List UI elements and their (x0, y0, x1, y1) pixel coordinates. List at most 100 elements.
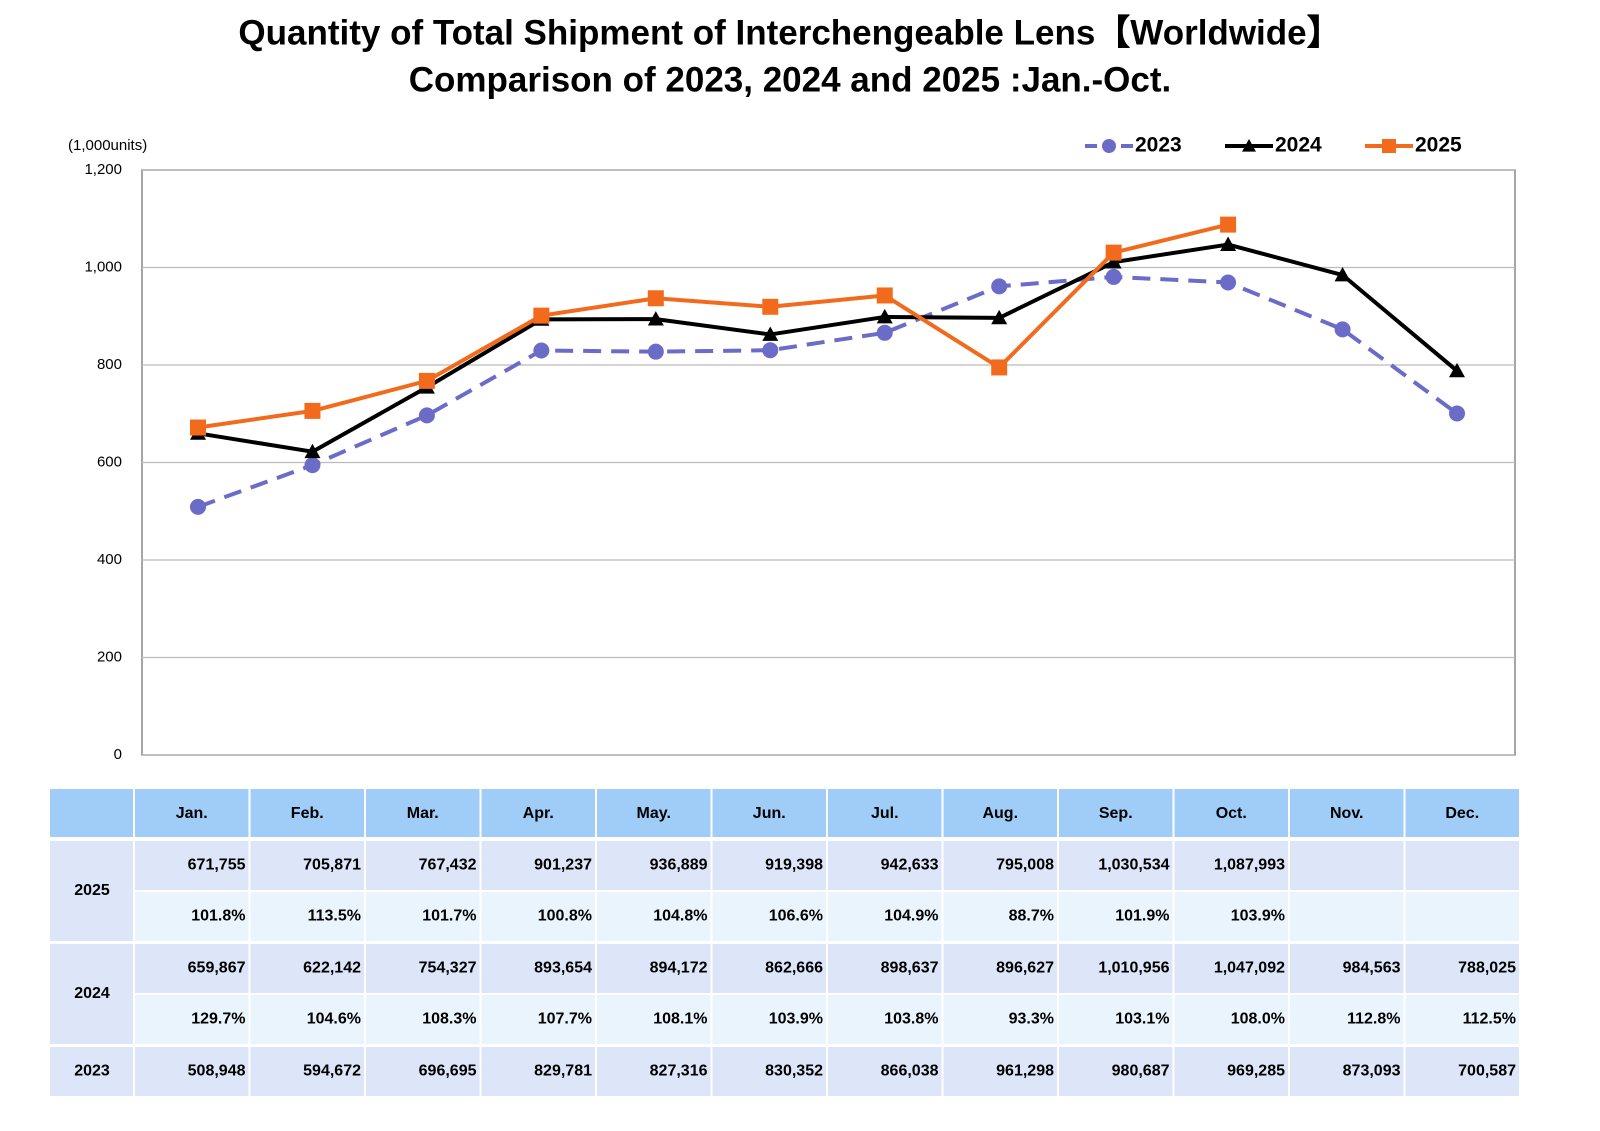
table-cell: 830,352 (765, 1063, 823, 1080)
table-cell: 113.5% (308, 908, 361, 925)
table-cell: 103.9% (1231, 908, 1285, 925)
data-point (1449, 362, 1465, 378)
data-point (647, 290, 664, 307)
data-point (1105, 254, 1122, 269)
table-cell: 961,298 (996, 1063, 1054, 1080)
table-cell: 508,948 (188, 1063, 246, 1080)
table-header: Jun. (753, 805, 786, 822)
series-line (197, 222, 1229, 430)
table-header: May. (637, 805, 671, 822)
data-point (533, 342, 550, 359)
table-cell: 754,327 (419, 960, 477, 977)
legend-label: 2023 (1135, 134, 1182, 157)
data-point (418, 407, 435, 424)
table-cell: 104.9% (884, 908, 938, 925)
table-cell: 896,627 (996, 960, 1054, 977)
table-cell: 873,093 (1343, 1063, 1401, 1080)
data-point (1334, 267, 1351, 282)
table-cell: 622,142 (303, 960, 361, 977)
data-point (1105, 244, 1122, 261)
row-header-bg (50, 841, 134, 941)
legend-marker (1102, 139, 1116, 153)
table-cell: 671,755 (188, 857, 246, 874)
table-cell: 980,687 (1112, 1063, 1170, 1080)
y-tick-label: 1,200 (84, 161, 122, 178)
table-cell: 108.1% (653, 1011, 707, 1028)
row-header: 2025 (74, 882, 110, 899)
table-cell: 936,889 (650, 857, 708, 874)
table-header: Aug. (982, 805, 1018, 822)
data-point (876, 308, 893, 324)
data-point (418, 372, 435, 389)
legend-marker (1242, 139, 1256, 152)
y-tick-label: 0 (114, 746, 122, 763)
table-cell: 112.5% (1463, 1011, 1516, 1028)
row-header: 2024 (74, 985, 110, 1002)
table-cell: 866,038 (881, 1063, 939, 1080)
table-cell: 795,008 (996, 857, 1054, 874)
table-header: Jul. (871, 805, 899, 822)
data-point (991, 278, 1008, 295)
row-header-bg (50, 1047, 134, 1096)
table-cell: 788,025 (1458, 960, 1516, 977)
y-tick-label: 600 (97, 453, 122, 470)
table-cell: 898,637 (881, 960, 939, 977)
table-cell: 104.8% (653, 908, 707, 925)
row-header-bg (50, 944, 134, 1044)
table-cell: 106.6% (769, 908, 823, 925)
chart-title: Quantity of Total Shipment of Intercheng… (238, 13, 1341, 52)
data-point (304, 402, 321, 419)
y-tick-label: 200 (97, 648, 122, 665)
data-point (876, 324, 893, 341)
table-cell: 659,867 (188, 960, 246, 977)
data-point (190, 498, 206, 515)
table-header: Feb. (291, 805, 324, 822)
table-cell: 1,030,534 (1098, 857, 1169, 874)
table-cell: 108.3% (422, 1011, 476, 1028)
y-axis-label: (1,000units) (68, 137, 147, 154)
table-cell: 101.7% (422, 908, 476, 925)
table-cell: 129.7% (191, 1011, 245, 1028)
data-point (762, 298, 779, 315)
table-cell: 107.7% (538, 1011, 592, 1028)
y-tick-label: 1,000 (84, 258, 122, 275)
table-cell: 969,285 (1227, 1063, 1285, 1080)
table-cell: 104.6% (307, 1011, 361, 1028)
table-cell: 893,654 (534, 960, 592, 977)
table-cell: 705,871 (303, 857, 361, 874)
table-header: Sep. (1099, 805, 1133, 822)
table-cell: 108.0% (1231, 1011, 1285, 1028)
chart-subtitle: Comparison of 2023, 2024 and 2025 :Jan.-… (409, 60, 1172, 99)
table-header: Oct. (1216, 805, 1247, 822)
table-cell: 103.8% (884, 1011, 938, 1028)
table-cell: 894,172 (650, 960, 708, 977)
data-point (190, 419, 206, 436)
y-tick-label: 400 (97, 551, 122, 568)
data-point (304, 457, 321, 474)
table-cell: 93.3% (1009, 1011, 1054, 1028)
data-point (991, 309, 1008, 325)
table-cell: 594,672 (303, 1063, 361, 1080)
series-line (197, 242, 1459, 454)
data-point (647, 343, 664, 360)
data-point (1449, 405, 1465, 422)
data-point (647, 311, 664, 326)
data-point (1220, 274, 1237, 291)
table-header: Dec. (1445, 805, 1479, 822)
row-header: 2023 (74, 1063, 110, 1080)
data-point (762, 342, 779, 359)
table-cell: 88.7% (1009, 908, 1054, 925)
data-point (1105, 268, 1122, 285)
table-cell: 103.9% (769, 1011, 823, 1028)
table-cell: 901,237 (534, 857, 592, 874)
data-point (1220, 216, 1237, 233)
table-header: Nov. (1330, 805, 1363, 822)
y-tick-label: 800 (97, 356, 122, 373)
series-line (197, 274, 1459, 509)
table-header: Mar. (407, 805, 439, 822)
table-header: Jan. (176, 805, 208, 822)
table-cell: 984,563 (1343, 960, 1401, 977)
table-cell: 101.8% (191, 908, 245, 925)
table-cell: 862,666 (765, 960, 823, 977)
